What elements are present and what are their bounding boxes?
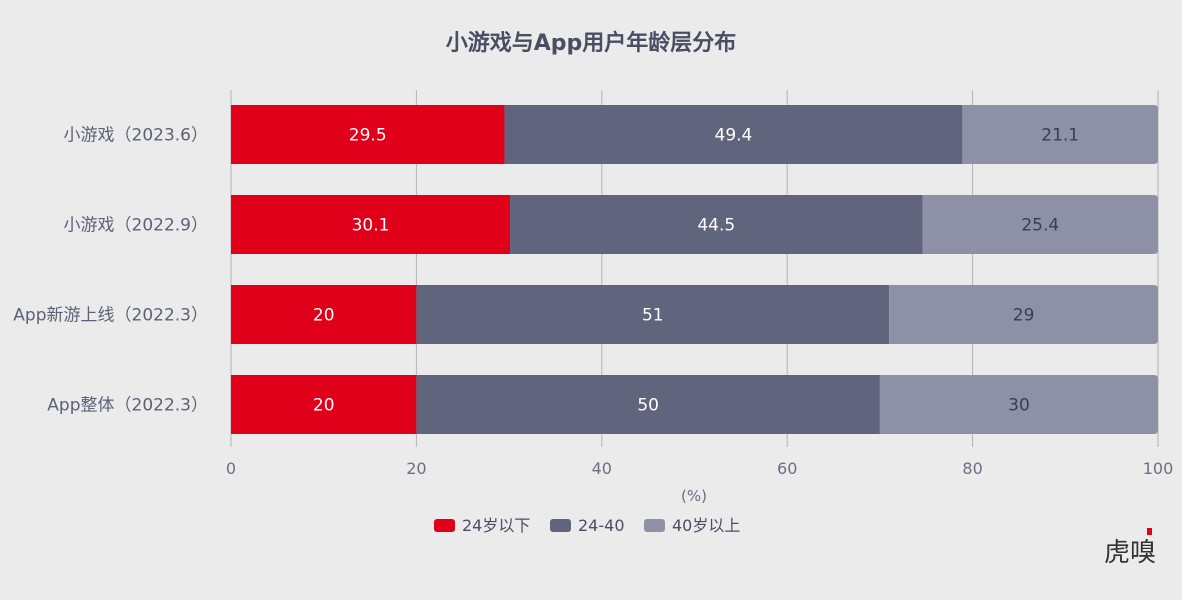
legend-swatch [644, 519, 665, 532]
legend-label: 24岁以下 [462, 516, 530, 535]
x-tick-label: 60 [777, 459, 797, 478]
x-tick-label: 80 [962, 459, 982, 478]
bar-segment [416, 375, 880, 434]
bar-value-label: 29 [1013, 306, 1035, 326]
bar-segment [231, 195, 511, 254]
bar-value-label: 29.5 [349, 126, 387, 146]
x-tick-label: 40 [592, 459, 612, 478]
bar-value-label: 30.1 [352, 216, 390, 236]
bar-segment [889, 285, 1158, 344]
bar-segment [922, 195, 1158, 254]
bar-value-label: 50 [637, 396, 659, 416]
category-labels: 小游戏（2023.6） 小游戏（2022.9） App新游上线（2022.3） App… [13, 126, 208, 416]
bar-value-label: 51 [642, 306, 664, 326]
legend-label: 40岁以上 [672, 516, 740, 535]
watermark-logo: 虎嗅 [1104, 528, 1156, 568]
x-tick-labels: 0 20 40 60 80 100 [226, 459, 1173, 478]
category-label: App整体（2022.3） [47, 396, 208, 416]
bar-value-label: 20 [313, 306, 335, 326]
x-tick-label: 0 [226, 459, 236, 478]
x-tick-label: 20 [406, 459, 426, 478]
watermark-accent [1147, 528, 1152, 535]
bar-segment [879, 375, 1158, 434]
category-label: App新游上线（2022.3） [13, 306, 208, 326]
bar-segment [504, 105, 963, 164]
bar-value-label: 49.4 [715, 126, 753, 146]
x-axis-label: (%) [681, 487, 707, 505]
category-label: 小游戏（2023.6） [64, 126, 208, 146]
legend: 24岁以下 24-40 40岁以上 [434, 516, 740, 535]
legend-swatch [550, 519, 571, 532]
bar-segment [231, 375, 417, 434]
legend-label: 24-40 [578, 516, 625, 535]
bar-value-label: 25.4 [1021, 216, 1059, 236]
watermark-text: 虎嗅 [1104, 538, 1156, 568]
bar-segment [231, 105, 505, 164]
category-label: 小游戏（2022.9） [64, 216, 208, 236]
x-tick-label: 100 [1143, 459, 1174, 478]
bar-segment [962, 105, 1158, 164]
bar-value-label: 21.1 [1041, 126, 1079, 146]
bar-segment [510, 195, 923, 254]
chart-title: 小游戏与App用户年龄层分布 [446, 30, 737, 56]
bar-value-label: 30 [1008, 396, 1030, 416]
bar-value-label: 20 [313, 396, 335, 416]
bar-value-label: 44.5 [697, 216, 735, 236]
bars: 29.5 49.4 21.1 30.1 44.5 25.4 20 51 29 20 50 30 [231, 105, 1158, 434]
bar-segment [416, 285, 890, 344]
legend-swatch [434, 519, 455, 532]
bar-segment [231, 285, 417, 344]
